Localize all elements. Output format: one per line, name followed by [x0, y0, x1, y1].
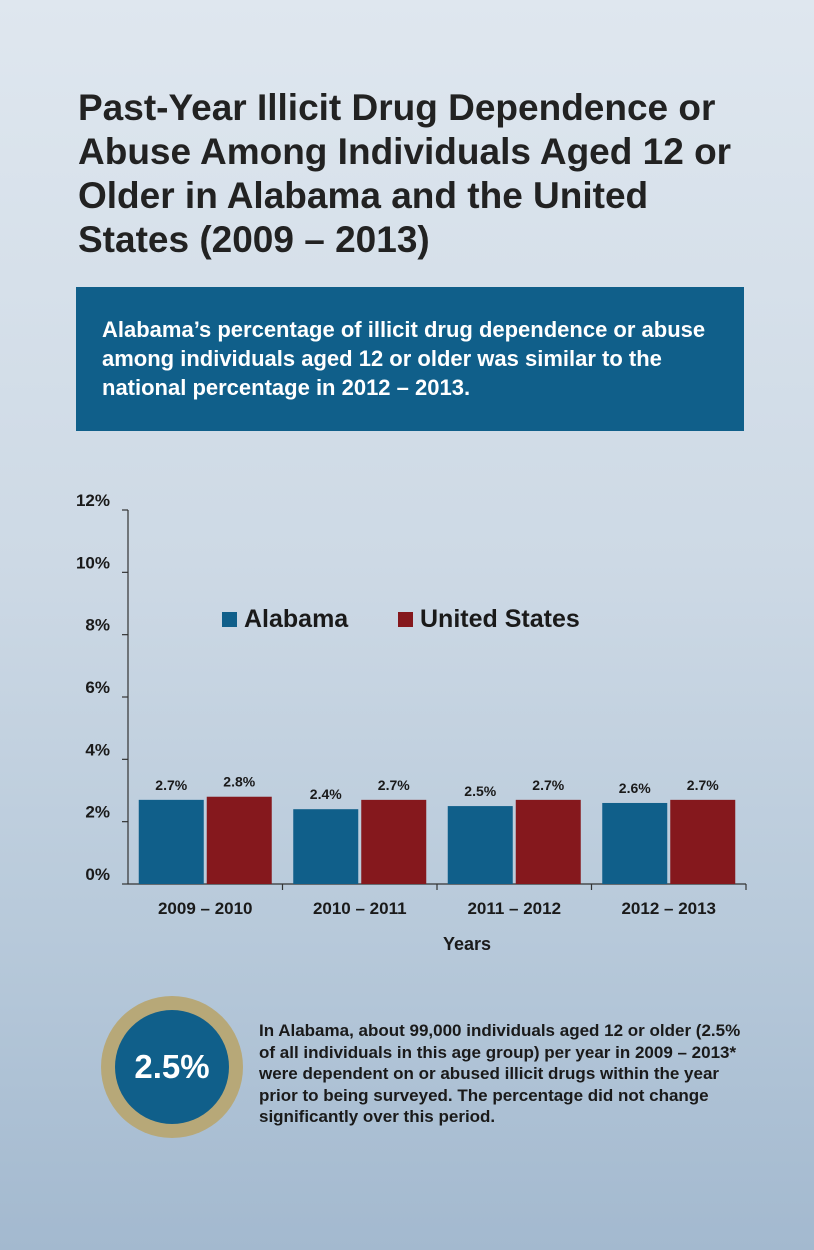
y-tick-label: 6% [85, 678, 110, 697]
data-label: 2.7% [687, 777, 719, 793]
stat-badge: 2.5% [101, 996, 243, 1138]
data-label: 2.5% [464, 783, 496, 799]
x-tick-label: 2011 – 2012 [467, 899, 561, 918]
y-tick-label: 2% [85, 803, 110, 822]
bar-alabama [602, 802, 668, 884]
data-label: 2.4% [310, 786, 342, 802]
stat-value: 2.5% [115, 1010, 229, 1124]
bar-alabama [447, 806, 513, 884]
y-tick-label: 4% [85, 740, 110, 759]
data-label: 2.6% [619, 780, 651, 796]
bar-alabama [293, 809, 359, 884]
y-tick-label: 8% [85, 616, 110, 635]
key-finding-callout: Alabama’s percentage of illicit drug dep… [76, 287, 744, 431]
bar-united-states [670, 799, 736, 884]
bar-united-states [515, 799, 581, 884]
page-title: Past-Year Illicit Drug Dependence or Abu… [78, 87, 732, 260]
x-tick-label: 2012 – 2013 [621, 899, 716, 918]
legend-swatch-united-states [398, 612, 413, 627]
legend-swatch-alabama [222, 612, 237, 627]
bar-alabama [138, 799, 204, 884]
y-tick-label: 12% [76, 491, 110, 510]
bar-united-states [361, 799, 427, 884]
legend-label: Alabama [244, 605, 349, 633]
x-tick-label: 2009 – 2010 [158, 899, 253, 918]
data-label: 2.7% [155, 777, 187, 793]
x-tick-label: 2010 – 2011 [313, 899, 407, 918]
data-label: 2.7% [378, 777, 410, 793]
data-label: 2.8% [223, 774, 255, 790]
data-label: 2.7% [532, 777, 564, 793]
y-tick-label: 10% [76, 553, 110, 572]
bar-united-states [206, 796, 272, 884]
y-tick-label: 0% [85, 865, 110, 884]
stat-description: In Alabama, about 99,000 individuals age… [259, 1021, 741, 1126]
legend-label: United States [420, 605, 580, 633]
x-axis-label: Years [443, 934, 491, 954]
bar-chart: 0% 2% 4% 6% 8% 10% 12% 2.7% 2.8% 2009 – 2010 2.4% 2… [76, 491, 747, 954]
